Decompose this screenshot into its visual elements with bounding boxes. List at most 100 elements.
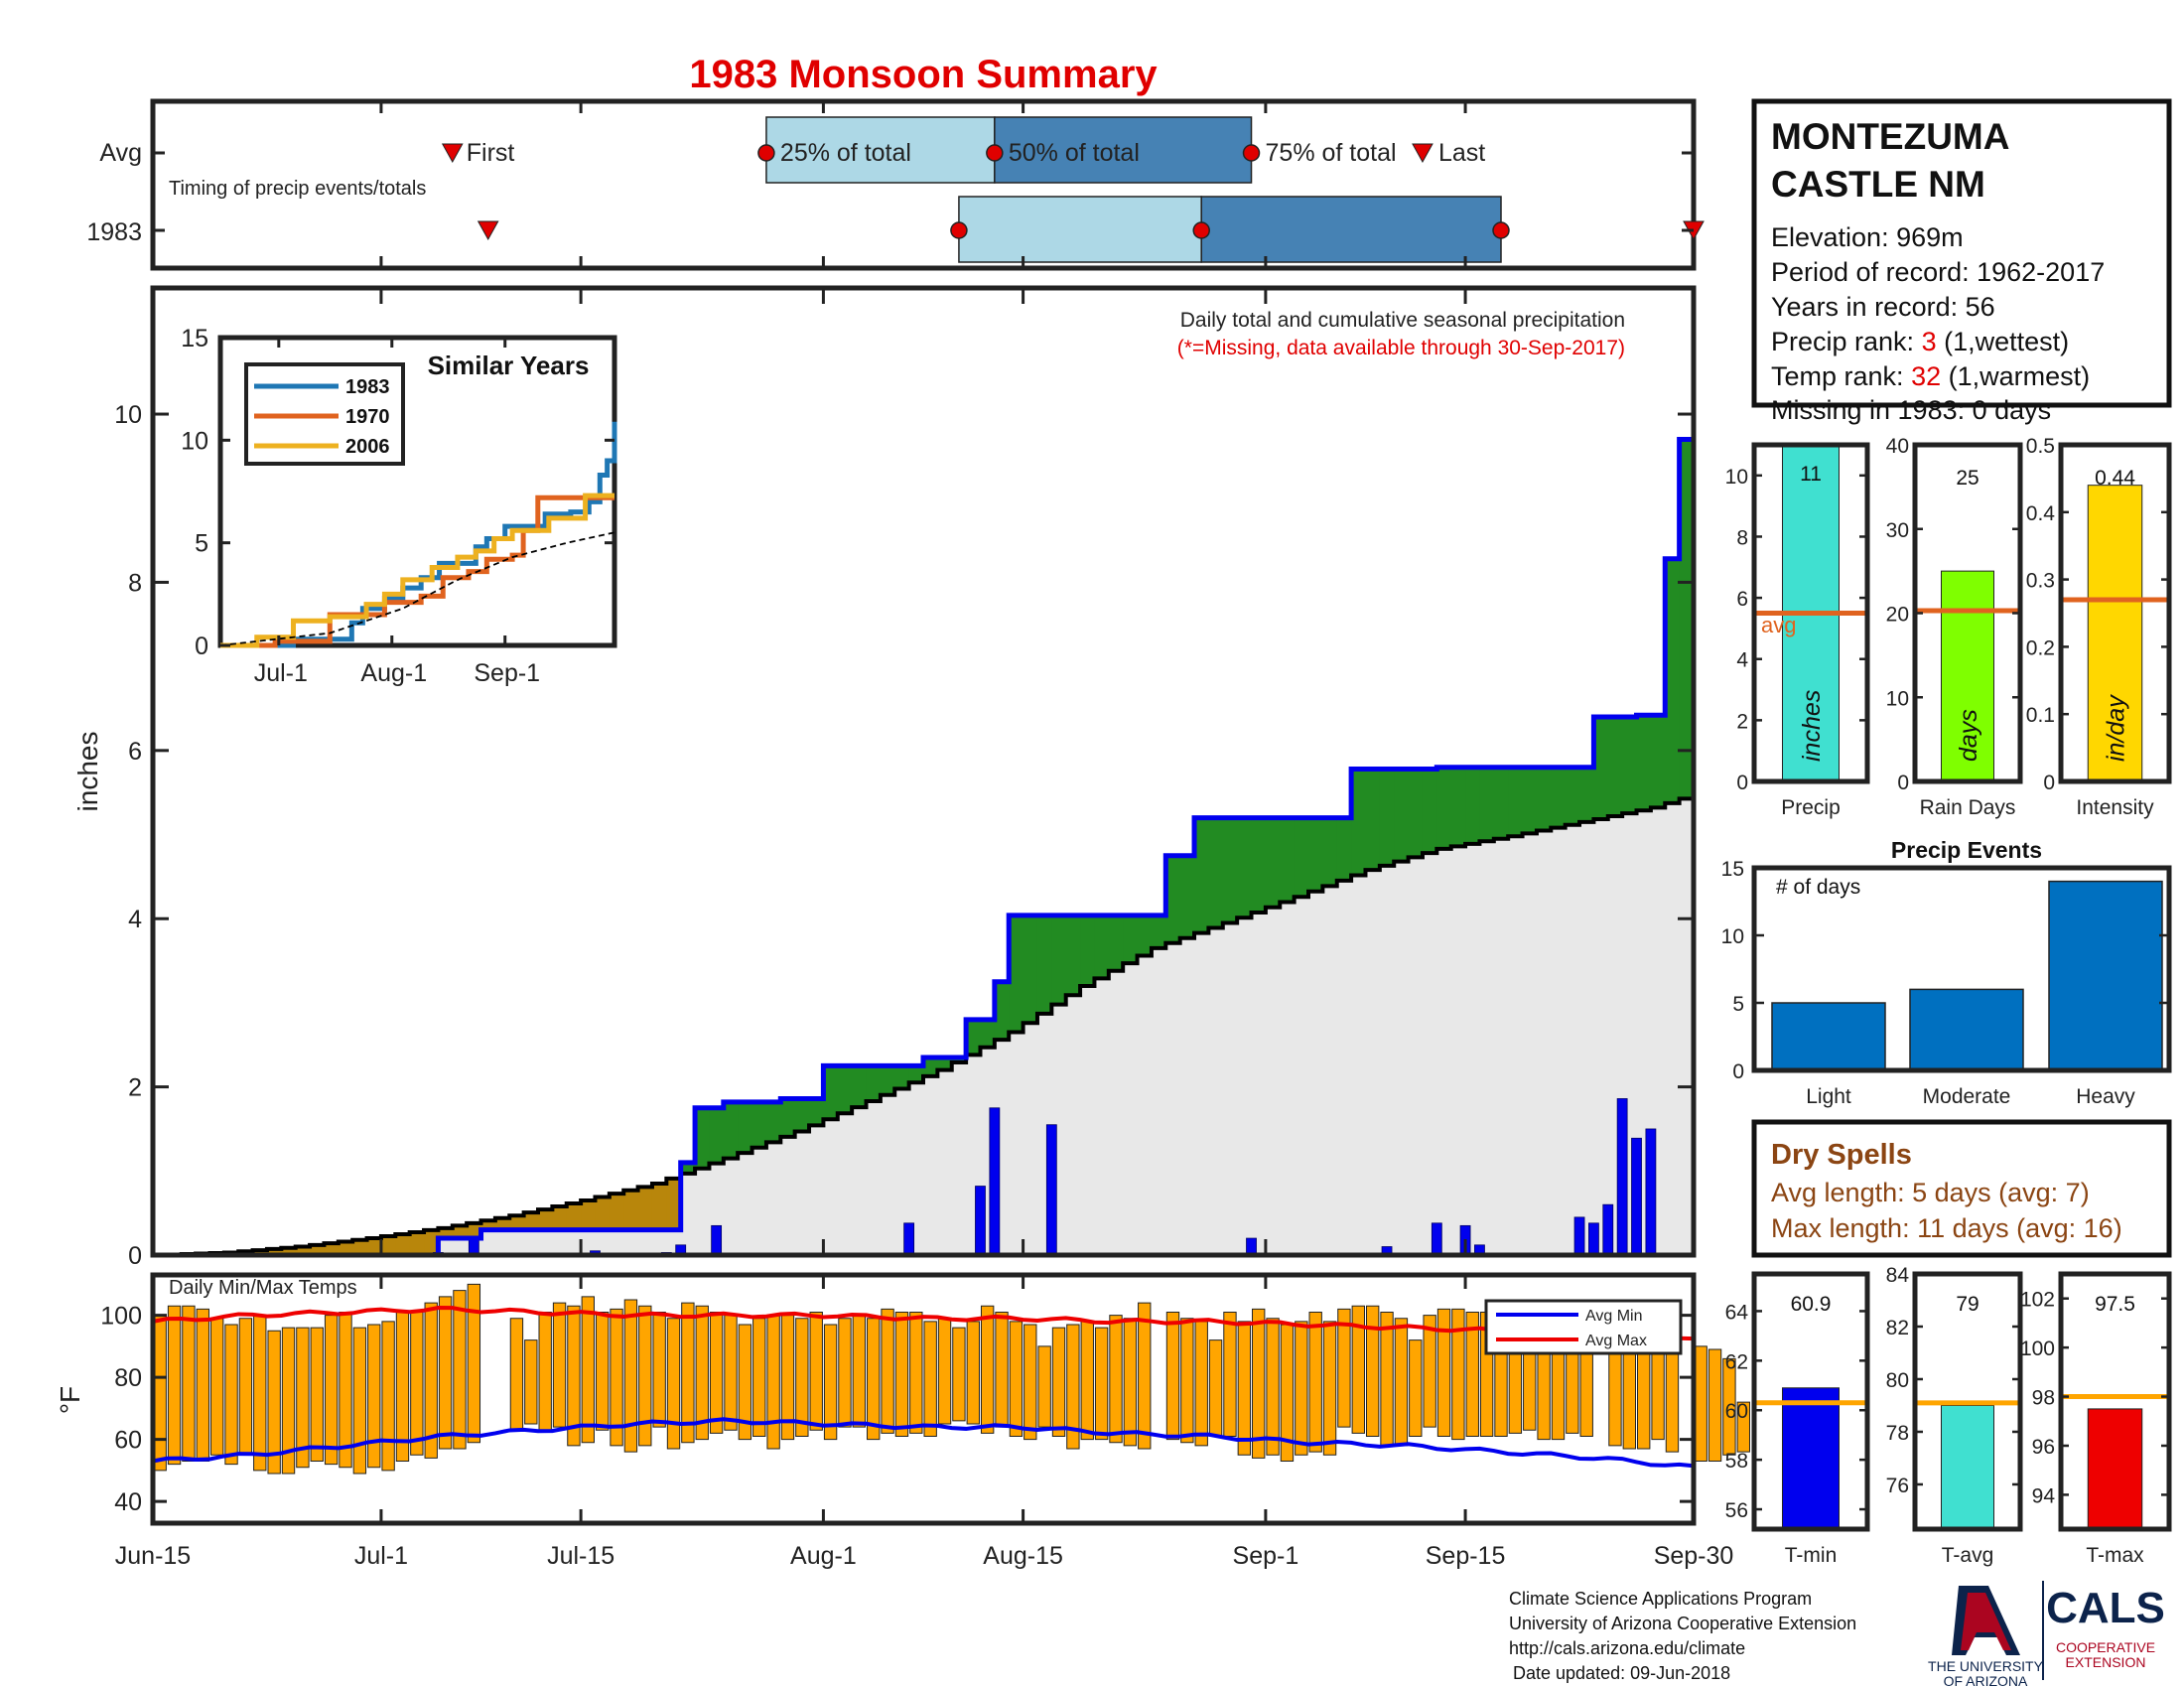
above-average-area [709, 1107, 725, 1164]
temp-bar [966, 1321, 980, 1425]
above-average-area [994, 981, 1010, 1041]
above-average-area [1179, 855, 1195, 938]
station-years: Years in record: 56 [1771, 292, 1995, 322]
temp-stat-ytick-label: 78 [1886, 1422, 1909, 1445]
above-average-area [794, 1098, 810, 1132]
precip-stat-value: 11 [1800, 463, 1822, 486]
temp-stat-ytick-label: 100 [2020, 1337, 2055, 1360]
avg-25-50-box [765, 116, 996, 184]
date-tick-label: Sep-15 [1426, 1542, 1506, 1570]
temp-bar [1295, 1321, 1308, 1456]
below-average-area [581, 1199, 597, 1230]
events-ylabel: # of days [1776, 876, 1860, 899]
above-average-area [1151, 914, 1166, 948]
temp-stat-bar [1941, 1404, 1994, 1530]
precip-stat-ytick-label: 20 [1886, 604, 1909, 627]
inset-xtick-label: Aug-1 [360, 659, 427, 687]
temp-stat-ytick-label: 62 [1725, 1350, 1748, 1373]
precip-stats-panels: 0 2 4 6 8 10 11 Precip inches 0 10 20 30 40 25 Rain Day… [1725, 435, 2172, 819]
event-category: Light [1806, 1085, 1851, 1108]
temp-stat-value: 97.5 [2095, 1293, 2135, 1316]
temp-bar [1394, 1318, 1409, 1447]
temp-stat-panel-0: 56 58 60 62 64 60.9 T-min [1725, 1271, 1870, 1567]
station-precip-rank: Precip rank: 3 (1,wettest) [1771, 327, 2069, 356]
temp-ylabel: °F [55, 1386, 85, 1414]
precip-stat-ytick-label: 6 [1736, 588, 1748, 611]
temp-stat-category: T-avg [1942, 1544, 1994, 1567]
event-ytick-label: 10 [1721, 925, 1744, 948]
temp-bar [923, 1321, 937, 1437]
temp-bar [310, 1327, 324, 1462]
station-elevation: Elevation: 969m [1771, 222, 1964, 252]
temp-bar [1707, 1348, 1722, 1462]
precip-stat-panel-1: 0 10 20 30 40 25 Rain Days days [1886, 435, 2023, 819]
below-average-area [324, 1243, 340, 1255]
below-average-area [480, 1220, 496, 1230]
temp-stat-ytick-label: 60 [1725, 1400, 1748, 1423]
temp-bar [1694, 1345, 1707, 1462]
precip-stat-ytick-label: 0.5 [2026, 435, 2055, 458]
below-average-area [467, 1222, 482, 1239]
temp-bar [1722, 1357, 1736, 1456]
above-average-area [908, 1065, 924, 1083]
event-ytick-label: 0 [1732, 1060, 1744, 1083]
avg-p50-marker [986, 144, 1004, 162]
temp-bar [1308, 1312, 1322, 1453]
event-bar-0 [1771, 1002, 1886, 1071]
below-average-area [523, 1212, 539, 1230]
above-average-area [809, 1098, 825, 1126]
main-note-missing: (*=Missing, data available through 30-Se… [1177, 337, 1625, 359]
temp-bar [153, 1315, 167, 1472]
year-first-marker [477, 220, 499, 241]
precip-stat-ytick-label: 0.3 [2026, 570, 2055, 593]
temp-ytick-label: 100 [100, 1303, 142, 1331]
event-category: Moderate [1923, 1085, 2011, 1108]
above-average-area [1508, 767, 1524, 837]
above-average-area [1607, 716, 1623, 817]
timing-row-avg-label: Avg [99, 139, 142, 167]
daily-precip-bar [1631, 1137, 1642, 1256]
below-average-area [637, 1187, 653, 1230]
first-label: First [467, 139, 515, 167]
precip-stat-bar [1941, 570, 1994, 782]
precip-stat-ytick-label: 10 [1886, 687, 1909, 710]
daily-precip-bar [468, 1237, 479, 1256]
temp-stat-panel-2: 94 96 98 100 102 97.5 T-max [2020, 1271, 2172, 1567]
footer-line4: Date updated: 09-Jun-2018 [1513, 1663, 1730, 1683]
ua-logo-text2: OF ARIZONA [1944, 1673, 2028, 1688]
above-average-area [852, 1065, 868, 1108]
temp-stat-ytick-label: 64 [1725, 1301, 1749, 1324]
below-average-area [651, 1184, 667, 1230]
above-average-area [1379, 769, 1395, 866]
year-50-75-box [1200, 196, 1502, 263]
inset-average-line [219, 531, 615, 646]
temp-bar [1123, 1318, 1138, 1447]
above-average-area [1036, 914, 1052, 1014]
temp-bar [766, 1315, 780, 1450]
above-average-area [695, 1107, 711, 1169]
precip-stat-ytick-label: 2 [1736, 710, 1748, 733]
temp-bar [1208, 1339, 1223, 1437]
temp-bar [167, 1305, 182, 1466]
above-average-area [1265, 817, 1281, 908]
daily-precip-bar [989, 1107, 1001, 1256]
precip-stat-unit: days [1955, 709, 1982, 762]
similar-years-inset: 0 5 10 15 Jul-1 Aug-1 Sep-1 Similar Years 1983… [181, 325, 617, 687]
above-average-area [880, 1065, 895, 1095]
precip-stat-panel-0: 0 2 4 6 8 10 11 Precip inches [1725, 442, 1870, 819]
above-average-area [1123, 914, 1139, 964]
dry-spells-max: Max length: 11 days (avg: 16) [1771, 1213, 2122, 1243]
temp-bar [453, 1290, 467, 1450]
temp-ytick-label: 60 [114, 1427, 142, 1455]
above-average-area [1094, 914, 1110, 979]
station-missing: Missing in 1983: 0 days [1771, 395, 2051, 425]
temp-bar [296, 1327, 310, 1469]
temp-bar [352, 1327, 367, 1475]
temp-bar [666, 1318, 681, 1450]
daily-precip-bar [1588, 1222, 1599, 1256]
daily-precip-bar [711, 1224, 723, 1256]
inset-ytick-label: 0 [195, 633, 208, 660]
above-average-area [1365, 769, 1381, 871]
temp-bar [1337, 1308, 1351, 1428]
below-average-area [295, 1246, 311, 1255]
